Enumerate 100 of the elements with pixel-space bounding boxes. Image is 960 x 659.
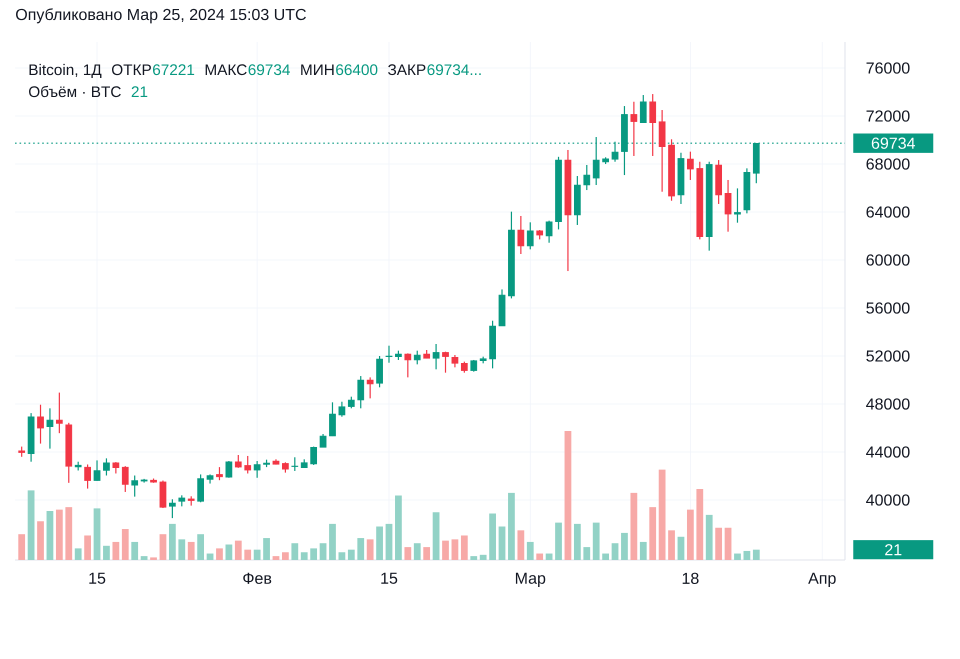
- bar: [37, 521, 44, 560]
- candlestick: [291, 456, 298, 472]
- y-tick-label: 44000: [866, 446, 910, 458]
- bar: [724, 528, 732, 560]
- bar: [526, 542, 534, 560]
- annotation: 67221: [153, 64, 194, 76]
- x-tick-label: Фев: [243, 572, 272, 584]
- bar: [414, 543, 421, 560]
- y-tick-label: 56000: [866, 302, 910, 314]
- bar: [103, 546, 110, 560]
- annotation: МИН: [301, 64, 334, 75]
- bar: [470, 556, 478, 560]
- bar: [752, 550, 760, 560]
- bar: [640, 542, 647, 560]
- candlestick: [357, 375, 364, 409]
- y-tick-label: 68000: [866, 158, 910, 170]
- bar: [536, 554, 544, 560]
- bar: [18, 534, 26, 560]
- bar: [348, 550, 355, 560]
- candlestick: [112, 461, 120, 474]
- candlestick: [168, 498, 176, 519]
- bar: [715, 528, 722, 560]
- annotation: ОТКР: [112, 64, 151, 76]
- bar: [160, 534, 166, 560]
- bar: [658, 470, 666, 560]
- bar: [621, 532, 628, 560]
- bar: [168, 524, 176, 560]
- candlestick: [649, 93, 656, 157]
- candlestick: [84, 464, 91, 490]
- bar: [94, 508, 100, 560]
- bar: [74, 548, 82, 560]
- x-tick-label: 18: [682, 572, 699, 584]
- candlestick: [404, 352, 412, 378]
- bar: [395, 495, 402, 560]
- bar: [28, 490, 34, 560]
- text: Опубликовано Мар 25, 2024 15:03 UTC: [16, 8, 306, 24]
- y-tick-label: 48000: [866, 398, 910, 410]
- y-tick-label: 60000: [866, 254, 910, 266]
- candlestick: [122, 466, 129, 493]
- bar: [460, 535, 468, 560]
- bar: [386, 524, 392, 560]
- bar: [592, 522, 600, 560]
- candlestick: [414, 350, 421, 365]
- bar: [489, 514, 496, 560]
- candlestick: [460, 361, 468, 374]
- bar: [432, 512, 440, 560]
- x-tick-label: 15: [89, 572, 106, 584]
- candlestick: [46, 408, 54, 450]
- candlestick: [630, 101, 638, 157]
- candlestick: [188, 496, 195, 506]
- bar: [216, 548, 223, 560]
- y-tick-label: 40000: [866, 494, 910, 506]
- annotation: 66400: [336, 64, 378, 76]
- candlestick: [526, 222, 534, 250]
- y-tick-label: 52000: [866, 350, 910, 362]
- bar: [225, 544, 232, 560]
- candlestick: [234, 454, 242, 468]
- bar: [404, 547, 412, 560]
- candlestick: [386, 345, 392, 364]
- bar: [131, 542, 138, 560]
- bar: [188, 542, 195, 560]
- candlestick: [206, 474, 214, 484]
- bar: [564, 430, 572, 560]
- candlestick: [338, 401, 346, 418]
- bar: [498, 526, 506, 560]
- candlestick: [583, 164, 590, 191]
- candlestick: [724, 179, 732, 232]
- bar: [46, 510, 54, 560]
- candlestick: [103, 458, 110, 476]
- bar: [686, 510, 694, 560]
- candlestick: [74, 461, 82, 472]
- bar: [56, 510, 63, 560]
- bar: [234, 540, 242, 560]
- bar: [206, 554, 214, 560]
- bar: [291, 543, 298, 560]
- candlestick: [216, 466, 223, 481]
- bar: [612, 543, 618, 560]
- x-tick-label: Мар: [516, 572, 546, 588]
- candlestick: [320, 433, 326, 448]
- bar: [480, 554, 487, 560]
- candlestick: [536, 229, 544, 240]
- candlestick: [546, 220, 552, 244]
- candlestick: [395, 350, 402, 361]
- candlestick: [310, 446, 318, 466]
- bar: [546, 554, 552, 560]
- candlestick: [442, 351, 449, 374]
- x-tick-label: Апр: [808, 572, 836, 588]
- candlestick: [348, 396, 355, 409]
- bar: [442, 540, 449, 560]
- candlestick: [56, 392, 63, 434]
- candlestick: [94, 460, 100, 482]
- annotation: 69734...: [427, 64, 481, 76]
- bar: [300, 552, 308, 560]
- bar: [678, 536, 684, 560]
- candlestick: [18, 446, 26, 458]
- candlestick: [37, 404, 44, 444]
- y-tick-label: 72000: [866, 110, 910, 122]
- text: Bitcoin, 1Д: [30, 64, 102, 78]
- bar: [282, 552, 289, 560]
- bar: [517, 530, 524, 560]
